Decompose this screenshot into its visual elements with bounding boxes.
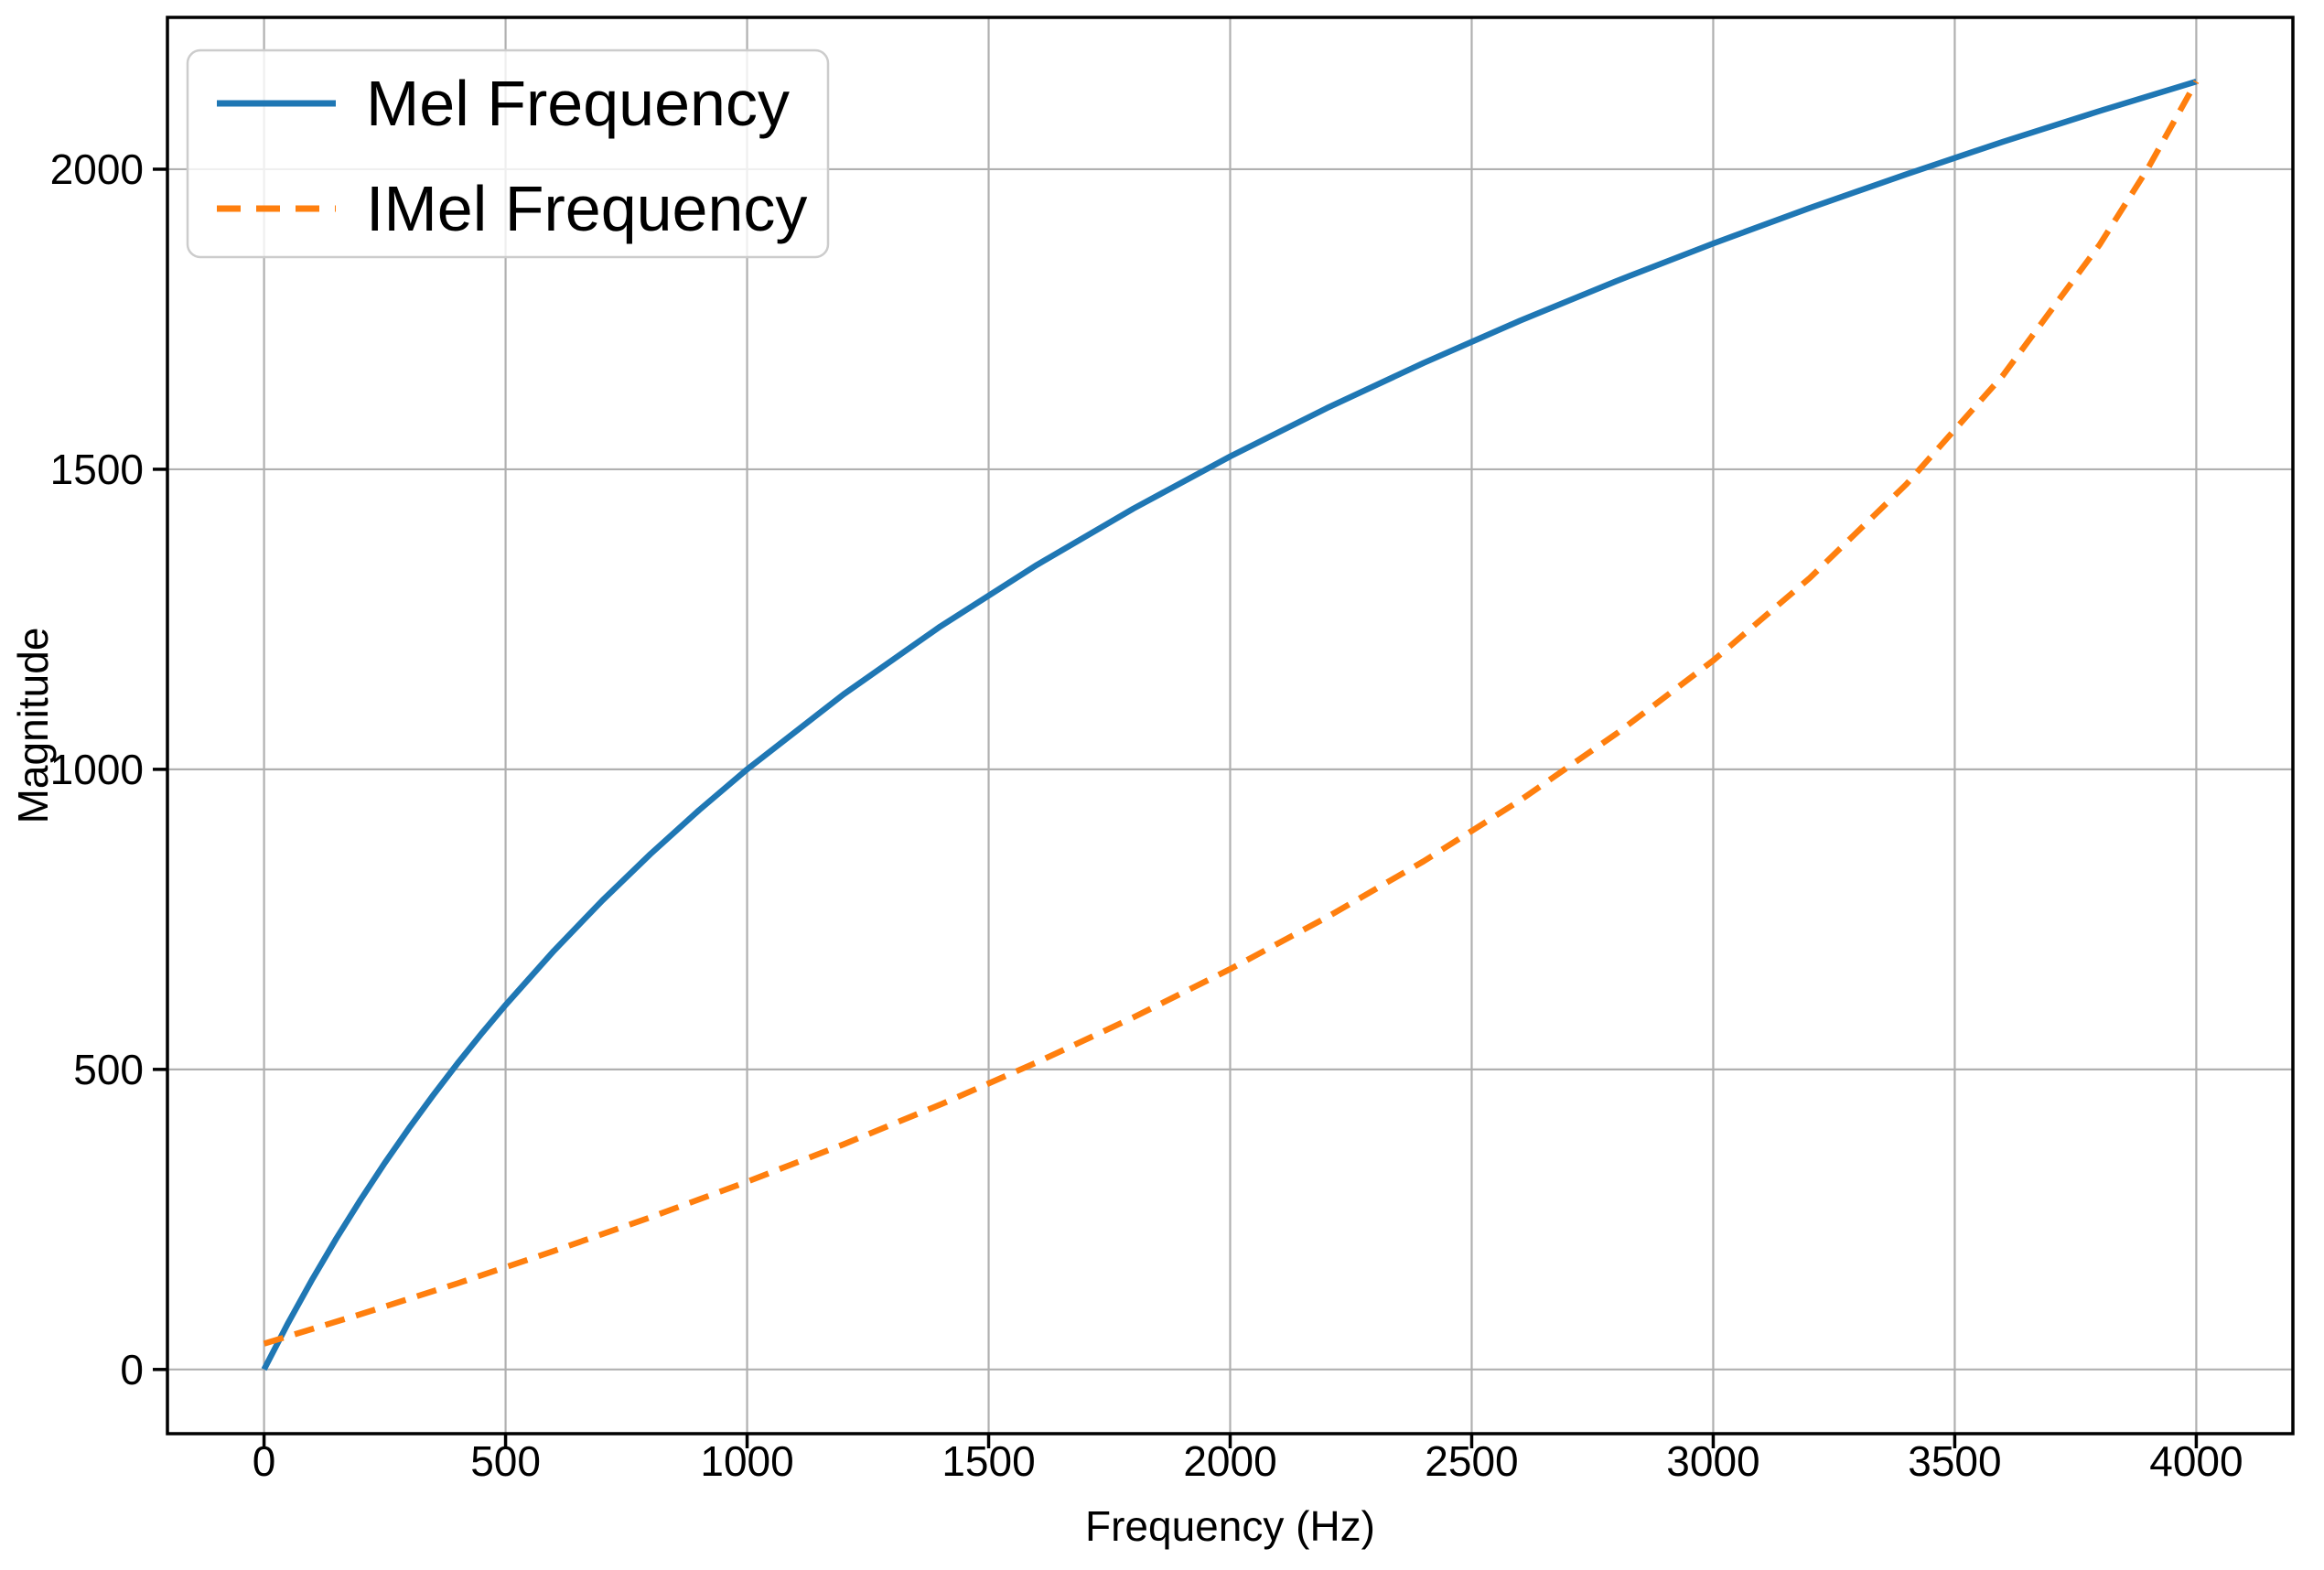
x-tick-label: 1000 (700, 1437, 793, 1485)
legend-label-mel: Mel Frequency (366, 68, 790, 139)
y-tick-label: 2000 (50, 145, 144, 193)
axis-labels: Frequency (Hz) Magnitude (9, 628, 1375, 1550)
x-tick-label: 500 (470, 1437, 541, 1485)
y-tick-label: 0 (120, 1346, 144, 1393)
series-line-mel (261, 78, 2198, 1371)
legend-box (186, 48, 830, 259)
x-tick-label: 1500 (941, 1437, 1035, 1485)
y-tick-label: 1500 (50, 446, 144, 493)
grid-layer (167, 17, 2293, 1434)
x-tick-label: 3500 (1908, 1437, 2001, 1485)
y-axis-label: Magnitude (9, 628, 57, 824)
legend: Mel Frequency IMel Frequency (186, 48, 830, 259)
y-tick-label: 1000 (50, 746, 144, 793)
series-layer (261, 78, 2200, 1371)
x-tick-label: 0 (253, 1437, 276, 1485)
tick-layer: 0 500 1000 1500 2000 2500 3000 3500 4000 0 500 1000… (50, 145, 2243, 1485)
x-tick-label: 3000 (1666, 1437, 1759, 1485)
x-tick-label: 4000 (2149, 1437, 2243, 1485)
series-line-imel (263, 80, 2200, 1347)
y-tick-label: 500 (73, 1046, 144, 1093)
x-axis-label: Frequency (Hz) (1085, 1502, 1375, 1550)
x-tick-label: 2000 (1183, 1437, 1276, 1485)
x-tick-label: 2500 (1425, 1437, 1518, 1485)
legend-label-imel: IMel Frequency (366, 173, 807, 244)
